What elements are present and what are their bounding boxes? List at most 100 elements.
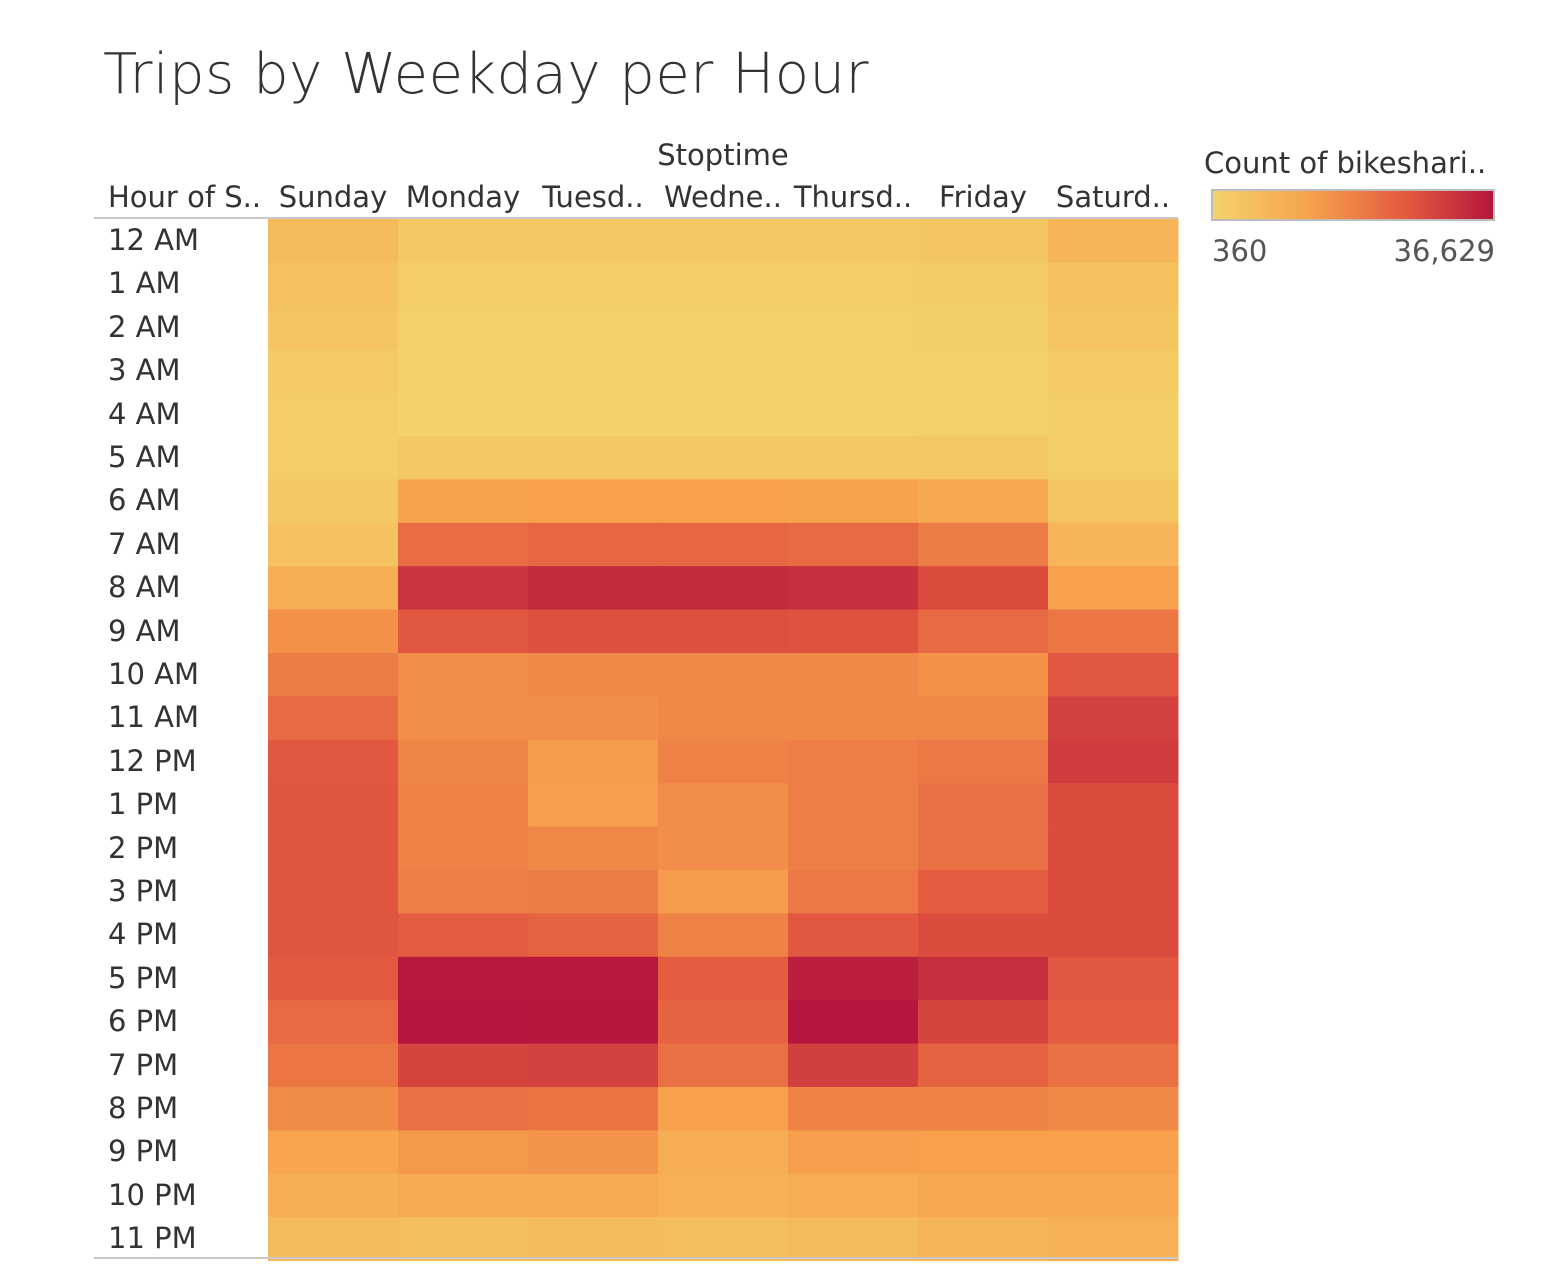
- heatmap-cell[interactable]: [398, 783, 529, 828]
- heatmap-cell[interactable]: [528, 1130, 659, 1175]
- heatmap-cell[interactable]: [398, 349, 529, 394]
- heatmap-cell[interactable]: [528, 913, 659, 958]
- heatmap-cell[interactable]: [918, 436, 1049, 480]
- heatmap-cell[interactable]: [528, 783, 659, 828]
- heatmap-cell[interactable]: [658, 262, 789, 307]
- heatmap-cell[interactable]: [918, 1000, 1049, 1045]
- heatmap-cell[interactable]: [528, 870, 659, 914]
- heatmap-cell[interactable]: [1048, 609, 1179, 654]
- heatmap-cell[interactable]: [528, 219, 659, 263]
- heatmap-cell[interactable]: [398, 956, 529, 1001]
- heatmap-cell[interactable]: [1048, 1173, 1179, 1218]
- legend-title[interactable]: Count of bikeshari..: [1204, 146, 1487, 180]
- heatmap-cell[interactable]: [268, 1087, 399, 1131]
- heatmap-cell[interactable]: [1048, 262, 1179, 307]
- heatmap-cell[interactable]: [268, 522, 399, 567]
- heatmap-cell[interactable]: [398, 1217, 529, 1262]
- column-header-saturday[interactable]: Saturd..: [1055, 180, 1171, 214]
- heatmap-cell[interactable]: [1048, 566, 1179, 611]
- heatmap-cell[interactable]: [788, 956, 919, 1001]
- heatmap-cell[interactable]: [788, 219, 919, 263]
- column-header-tuesday[interactable]: Tuesd..: [542, 180, 644, 214]
- heatmap-cell[interactable]: [268, 1043, 399, 1088]
- heatmap-cell[interactable]: [268, 653, 399, 697]
- heatmap-cell[interactable]: [788, 1087, 919, 1131]
- heatmap-cell[interactable]: [658, 739, 789, 784]
- heatmap-cell[interactable]: [1048, 1000, 1179, 1045]
- heatmap-cell[interactable]: [788, 479, 919, 524]
- heatmap-cell[interactable]: [528, 392, 659, 437]
- heatmap-cell[interactable]: [918, 696, 1049, 741]
- column-header-wednesday[interactable]: Wedne..: [664, 180, 782, 214]
- heatmap-cell[interactable]: [268, 305, 399, 350]
- heatmap-cell[interactable]: [528, 349, 659, 394]
- heatmap-cell[interactable]: [658, 1173, 789, 1218]
- heatmap-cell[interactable]: [528, 826, 659, 871]
- heatmap-cell[interactable]: [1048, 653, 1179, 697]
- heatmap-cell[interactable]: [918, 653, 1049, 697]
- heatmap-cell[interactable]: [1048, 349, 1179, 394]
- heatmap-cell[interactable]: [658, 305, 789, 350]
- heatmap-cell[interactable]: [268, 956, 399, 1001]
- heatmap-cell[interactable]: [1048, 1043, 1179, 1088]
- heatmap-cell[interactable]: [1048, 479, 1179, 524]
- heatmap-cell[interactable]: [788, 696, 919, 741]
- heatmap-cell[interactable]: [1048, 1087, 1179, 1131]
- heatmap-cell[interactable]: [658, 436, 789, 480]
- heatmap-cell[interactable]: [398, 1087, 529, 1131]
- heatmap-cell[interactable]: [528, 262, 659, 307]
- heatmap-cell[interactable]: [918, 1173, 1049, 1218]
- heatmap-cell[interactable]: [528, 739, 659, 784]
- heatmap-cell[interactable]: [788, 566, 919, 611]
- heatmap-cell[interactable]: [788, 653, 919, 697]
- heatmap-cell[interactable]: [268, 696, 399, 741]
- heatmap-cell[interactable]: [658, 956, 789, 1001]
- heatmap-cell[interactable]: [1048, 392, 1179, 437]
- heatmap-cell[interactable]: [268, 1217, 399, 1262]
- heatmap-cell[interactable]: [918, 609, 1049, 654]
- heatmap-cell[interactable]: [268, 349, 399, 394]
- heatmap-cell[interactable]: [398, 219, 529, 263]
- heatmap-cell[interactable]: [788, 739, 919, 784]
- heatmap-cell[interactable]: [658, 826, 789, 871]
- heatmap-cell[interactable]: [268, 262, 399, 307]
- heatmap-cell[interactable]: [918, 913, 1049, 958]
- heatmap-cell[interactable]: [268, 1000, 399, 1045]
- heatmap-cell[interactable]: [398, 609, 529, 654]
- heatmap-cell[interactable]: [268, 739, 399, 784]
- column-header-friday[interactable]: Friday: [939, 180, 1027, 214]
- heatmap-cell[interactable]: [788, 783, 919, 828]
- heatmap-cell[interactable]: [268, 1173, 399, 1218]
- column-header-thursday[interactable]: Thursd..: [793, 180, 913, 214]
- heatmap-cell[interactable]: [658, 913, 789, 958]
- heatmap-cell[interactable]: [658, 870, 789, 914]
- heatmap-cell[interactable]: [1048, 522, 1179, 567]
- heatmap-cell[interactable]: [398, 870, 529, 914]
- heatmap-cell[interactable]: [658, 219, 789, 263]
- heatmap-cell[interactable]: [398, 1043, 529, 1088]
- heatmap-cell[interactable]: [398, 913, 529, 958]
- heatmap-cell[interactable]: [398, 436, 529, 480]
- heatmap-cell[interactable]: [788, 522, 919, 567]
- heatmap-cell[interactable]: [268, 566, 399, 611]
- heatmap-cell[interactable]: [1048, 956, 1179, 1001]
- heatmap-cell[interactable]: [528, 305, 659, 350]
- heatmap-cell[interactable]: [528, 566, 659, 611]
- row-header-label[interactable]: Hour of S..: [108, 180, 262, 214]
- heatmap-cell[interactable]: [788, 609, 919, 654]
- heatmap-cell[interactable]: [658, 479, 789, 524]
- heatmap-cell[interactable]: [528, 522, 659, 567]
- heatmap-cell[interactable]: [528, 956, 659, 1001]
- heatmap-cell[interactable]: [528, 1217, 659, 1262]
- heatmap-cell[interactable]: [398, 1173, 529, 1218]
- heatmap-cell[interactable]: [1048, 739, 1179, 784]
- heatmap-cell[interactable]: [918, 219, 1049, 263]
- heatmap-cell[interactable]: [788, 870, 919, 914]
- heatmap-cell[interactable]: [788, 349, 919, 394]
- heatmap-cell[interactable]: [918, 522, 1049, 567]
- heatmap-cell[interactable]: [528, 1043, 659, 1088]
- heatmap-cell[interactable]: [918, 826, 1049, 871]
- heatmap-cell[interactable]: [398, 1130, 529, 1175]
- heatmap-cell[interactable]: [1048, 696, 1179, 741]
- column-header-sunday[interactable]: Sunday: [278, 180, 388, 214]
